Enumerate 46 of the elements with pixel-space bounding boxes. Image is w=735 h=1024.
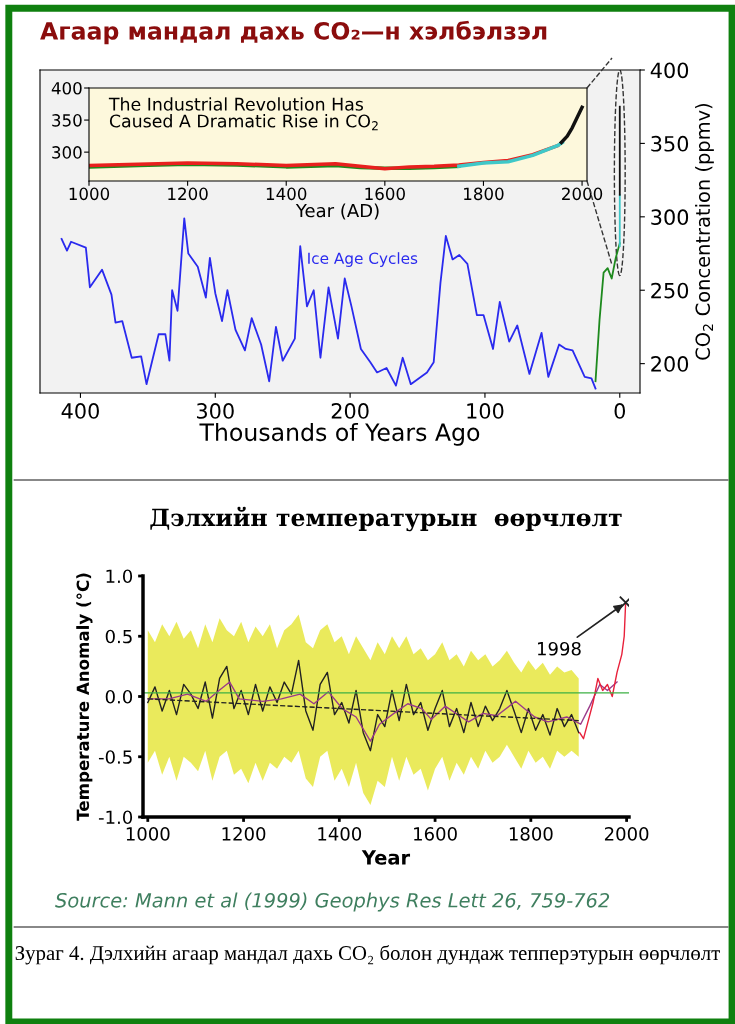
x-tick-label: 2000 [604,827,649,841]
y-tick-label: 300 [651,209,689,226]
y-tick-label: 350 [52,114,82,127]
x-axis-title: Thousands of Years Ago [199,422,480,446]
y-tick-label: 0.0 [105,689,133,704]
y-tick-label: 400 [51,81,82,95]
chart-title: Агаар мандал дахь CO₂—н хэлбэлзэл [40,20,547,45]
y-tick-label: 300 [52,146,82,159]
x-tick-label: 0 [614,403,626,419]
line-series [147,659,580,752]
x-tick-label: 1800 [464,187,504,201]
y-tick-label: 1.0 [106,569,133,584]
y-tick-label: -1.0 [98,810,133,825]
x-tick-label: 1200 [222,827,266,841]
source-note: Source: Mann et al (1999) Geophys Res Lett 26, 759-762 [55,892,610,912]
y-axis-title: Temperature Anomaly (°C) [76,573,93,821]
x-tick-label: 1000 [69,187,110,201]
x-tick-label: 1600 [414,827,457,841]
chart-title: Дэлхийн температурын өөрчлөлт [150,506,622,532]
x-tick-label: 300 [196,403,234,419]
x-tick-label: 2000 [562,187,603,201]
y-tick-label: 250 [651,282,689,299]
y-tick-label: 350 [651,135,689,152]
x-tick-label: 1000 [126,827,170,841]
x-tick-label: 200 [331,403,369,419]
series-label: Ice Age Cycles [308,252,418,267]
x-tick-label: 1600 [365,187,405,201]
text: Зураг 4. Дэлхийн агаар мандал дахь CO₂ болон дундаж тепперэтурын өөрчлөлт [15,945,720,965]
line-series [594,242,621,383]
annotation: The Industrial Revolution Has Caused A Dramatic Rise in CO$_{2}$ [108,97,378,131]
x-tick-label: 1800 [509,827,553,841]
line-series [147,681,618,742]
y-tick-label: -0.5 [98,750,132,764]
x-axis-title: Year (AD) [295,203,379,220]
y-tick-label: 0.5 [105,629,132,644]
y-axis-title: CO$_{2}$ Concentration (ppmv) [695,104,714,360]
x-tick-label: 1200 [168,187,208,201]
x-axis-title: Year [361,850,411,865]
annotation: 1998 [537,641,581,656]
x-tick-label: 1400 [266,187,307,201]
x-tick-label: 1400 [318,827,362,841]
line-series [559,105,584,145]
x-tick-label: 100 [467,403,504,419]
line-series [457,140,565,168]
y-tick-label: 200 [651,356,689,372]
y-tick-label: 400 [650,62,689,79]
